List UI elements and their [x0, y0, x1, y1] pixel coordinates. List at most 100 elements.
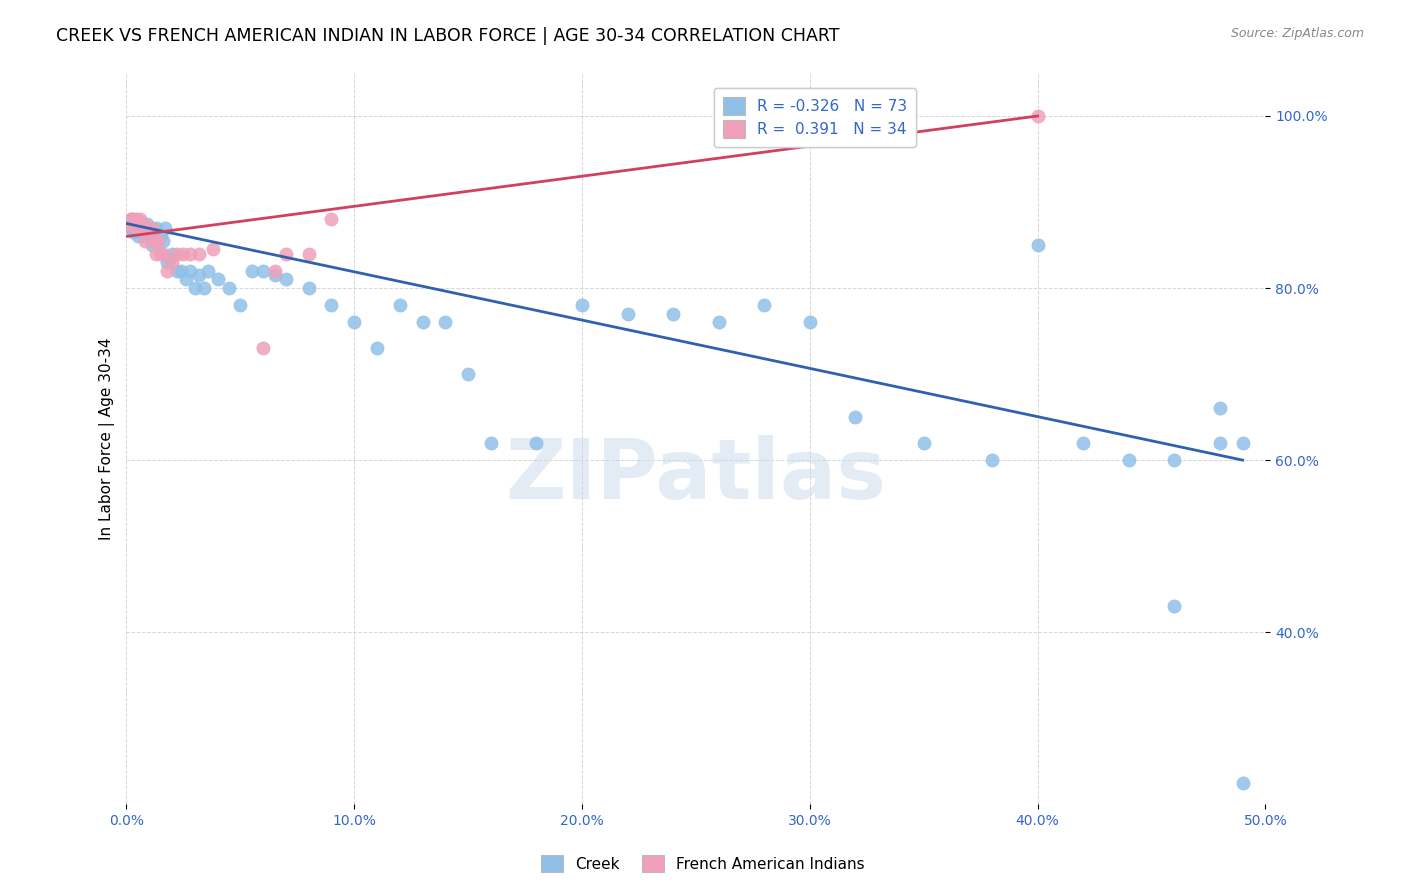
Point — [120, 212, 142, 227]
Point — [138, 220, 160, 235]
Point — [156, 264, 179, 278]
Point — [981, 453, 1004, 467]
Point — [134, 229, 156, 244]
Point — [129, 217, 152, 231]
Point — [274, 272, 297, 286]
Point — [122, 225, 145, 239]
Point — [129, 212, 152, 227]
Point — [118, 217, 141, 231]
Point — [148, 234, 170, 248]
Point — [412, 316, 434, 330]
Point — [127, 217, 149, 231]
Point — [136, 217, 159, 231]
Point — [170, 264, 193, 278]
Point — [160, 255, 183, 269]
Point — [343, 316, 366, 330]
Point — [129, 217, 152, 231]
Point — [526, 436, 548, 450]
Point — [142, 234, 165, 248]
Point — [188, 246, 211, 260]
Point — [153, 220, 176, 235]
Point — [141, 220, 163, 235]
Point — [152, 234, 174, 248]
Point — [142, 234, 165, 248]
Text: CREEK VS FRENCH AMERICAN INDIAN IN LABOR FORCE | AGE 30-34 CORRELATION CHART: CREEK VS FRENCH AMERICAN INDIAN IN LABOR… — [56, 27, 839, 45]
Point — [159, 251, 181, 265]
Point — [1209, 401, 1232, 416]
Point — [366, 341, 388, 355]
Point — [912, 436, 935, 450]
Point — [1232, 436, 1254, 450]
Legend: Creek, French American Indians: Creek, French American Indians — [534, 847, 872, 880]
Point — [571, 298, 593, 312]
Point — [662, 307, 685, 321]
Point — [179, 264, 201, 278]
Point — [122, 217, 145, 231]
Point — [844, 410, 866, 425]
Point — [298, 246, 321, 260]
Point — [240, 264, 263, 278]
Point — [321, 212, 343, 227]
Point — [129, 220, 152, 235]
Point — [120, 220, 142, 235]
Point — [149, 229, 172, 244]
Point — [218, 281, 240, 295]
Point — [138, 220, 160, 235]
Point — [197, 264, 219, 278]
Point — [321, 298, 343, 312]
Point — [1026, 109, 1049, 123]
Point — [616, 307, 638, 321]
Point — [263, 264, 285, 278]
Text: Source: ZipAtlas.com: Source: ZipAtlas.com — [1230, 27, 1364, 40]
Point — [207, 272, 229, 286]
Point — [457, 367, 479, 381]
Point — [145, 220, 167, 235]
Point — [179, 246, 201, 260]
Point — [141, 238, 163, 252]
Point — [160, 246, 183, 260]
Point — [124, 212, 146, 227]
Point — [754, 298, 776, 312]
Point — [172, 246, 194, 260]
Point — [134, 220, 156, 235]
Point — [145, 246, 167, 260]
Point — [274, 246, 297, 260]
Point — [149, 246, 172, 260]
Point — [131, 225, 153, 239]
Point — [115, 217, 138, 231]
Point — [193, 281, 215, 295]
Point — [124, 217, 146, 231]
Point — [134, 220, 156, 235]
Point — [124, 217, 146, 231]
Point — [252, 341, 274, 355]
Point — [229, 298, 252, 312]
Point — [188, 268, 211, 282]
Point — [127, 217, 149, 231]
Point — [148, 234, 170, 248]
Point — [174, 272, 197, 286]
Text: ZIPatlas: ZIPatlas — [505, 434, 886, 516]
Point — [707, 316, 730, 330]
Point — [122, 212, 145, 227]
Point — [166, 246, 188, 260]
Point — [184, 281, 207, 295]
Point — [115, 217, 138, 231]
Point — [131, 217, 153, 231]
Point — [127, 229, 149, 244]
Point — [252, 264, 274, 278]
Point — [1071, 436, 1094, 450]
Point — [1209, 436, 1232, 450]
Legend: R = -0.326   N = 73, R =  0.391   N = 34: R = -0.326 N = 73, R = 0.391 N = 34 — [714, 88, 917, 147]
Y-axis label: In Labor Force | Age 30-34: In Labor Force | Age 30-34 — [100, 337, 115, 540]
Point — [1026, 238, 1049, 252]
Point — [118, 217, 141, 231]
Point — [479, 436, 502, 450]
Point — [131, 217, 153, 231]
Point — [1163, 453, 1185, 467]
Point — [298, 281, 321, 295]
Point — [202, 243, 225, 257]
Point — [138, 229, 160, 244]
Point — [156, 255, 179, 269]
Point — [124, 220, 146, 235]
Point — [263, 268, 285, 282]
